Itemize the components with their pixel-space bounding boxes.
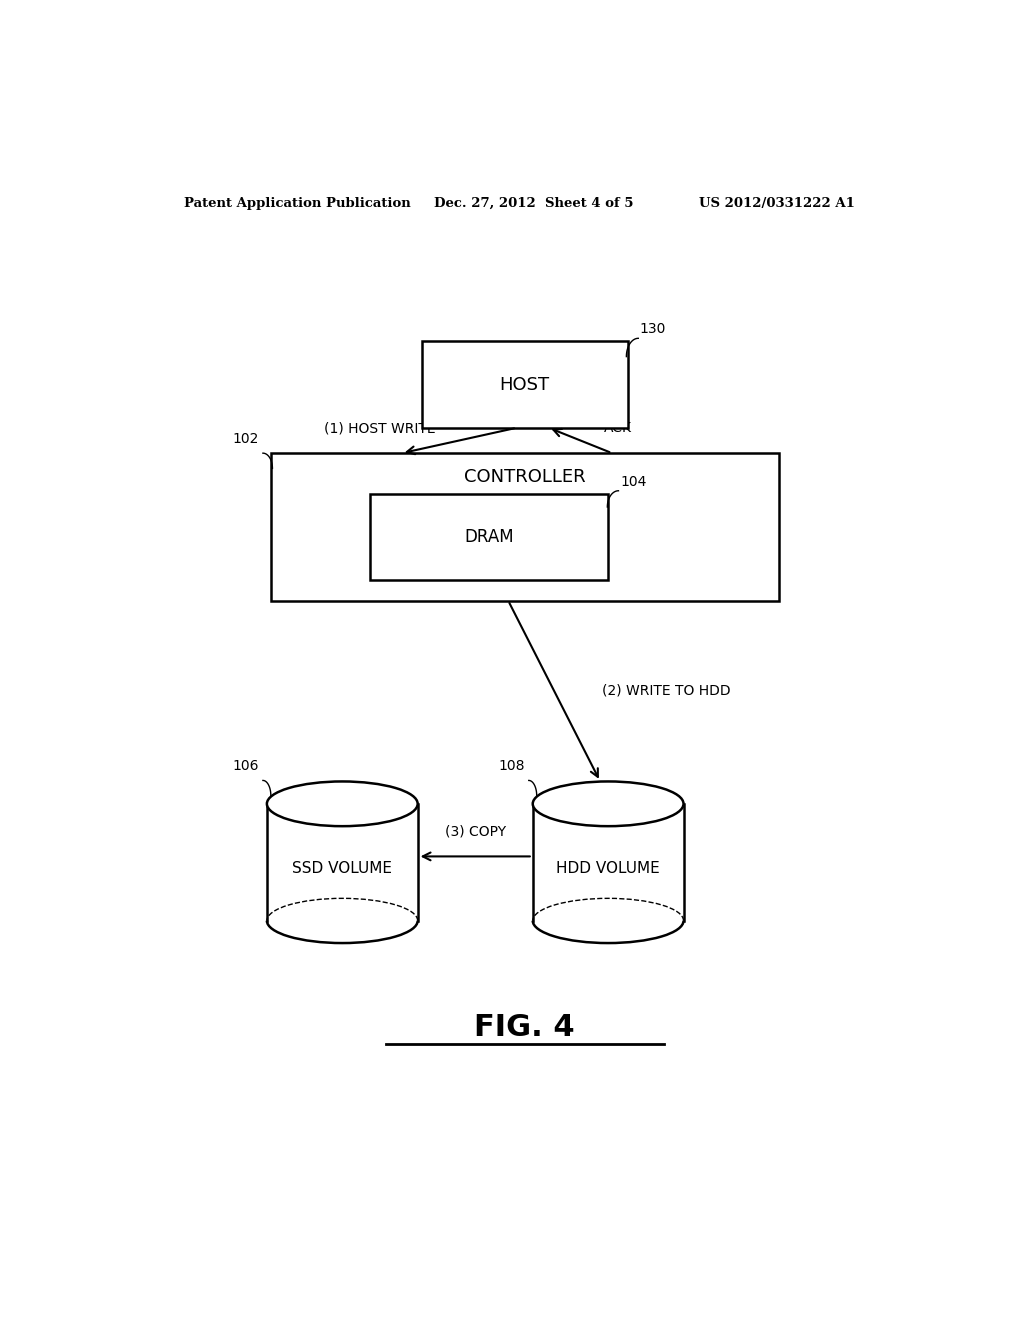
Bar [422, 342, 628, 428]
Text: 102: 102 [232, 432, 259, 446]
Ellipse shape [267, 781, 418, 826]
Text: CONTROLLER: CONTROLLER [464, 469, 586, 486]
Text: SSD VOLUME: SSD VOLUME [292, 862, 392, 876]
Text: ACK: ACK [604, 421, 632, 436]
Text: DRAM: DRAM [464, 528, 514, 546]
Ellipse shape [532, 781, 684, 826]
Text: Dec. 27, 2012  Sheet 4 of 5: Dec. 27, 2012 Sheet 4 of 5 [433, 197, 633, 210]
Text: HDD VOLUME: HDD VOLUME [556, 862, 660, 876]
Text: 106: 106 [232, 759, 259, 774]
FancyBboxPatch shape [267, 804, 418, 921]
Text: Patent Application Publication: Patent Application Publication [183, 197, 411, 210]
Text: (1) HOST WRITE: (1) HOST WRITE [324, 421, 435, 436]
FancyBboxPatch shape [532, 804, 684, 921]
Text: 104: 104 [620, 475, 646, 488]
Text: 130: 130 [640, 322, 667, 337]
Bar [270, 453, 779, 601]
Text: FIG. 4: FIG. 4 [474, 1012, 575, 1041]
Bar [370, 494, 608, 581]
Text: 108: 108 [499, 759, 524, 774]
Text: US 2012/0331222 A1: US 2012/0331222 A1 [699, 197, 855, 210]
Text: HOST: HOST [500, 376, 550, 393]
Text: (2) WRITE TO HDD: (2) WRITE TO HDD [602, 684, 730, 698]
Text: (3) COPY: (3) COPY [444, 824, 506, 838]
